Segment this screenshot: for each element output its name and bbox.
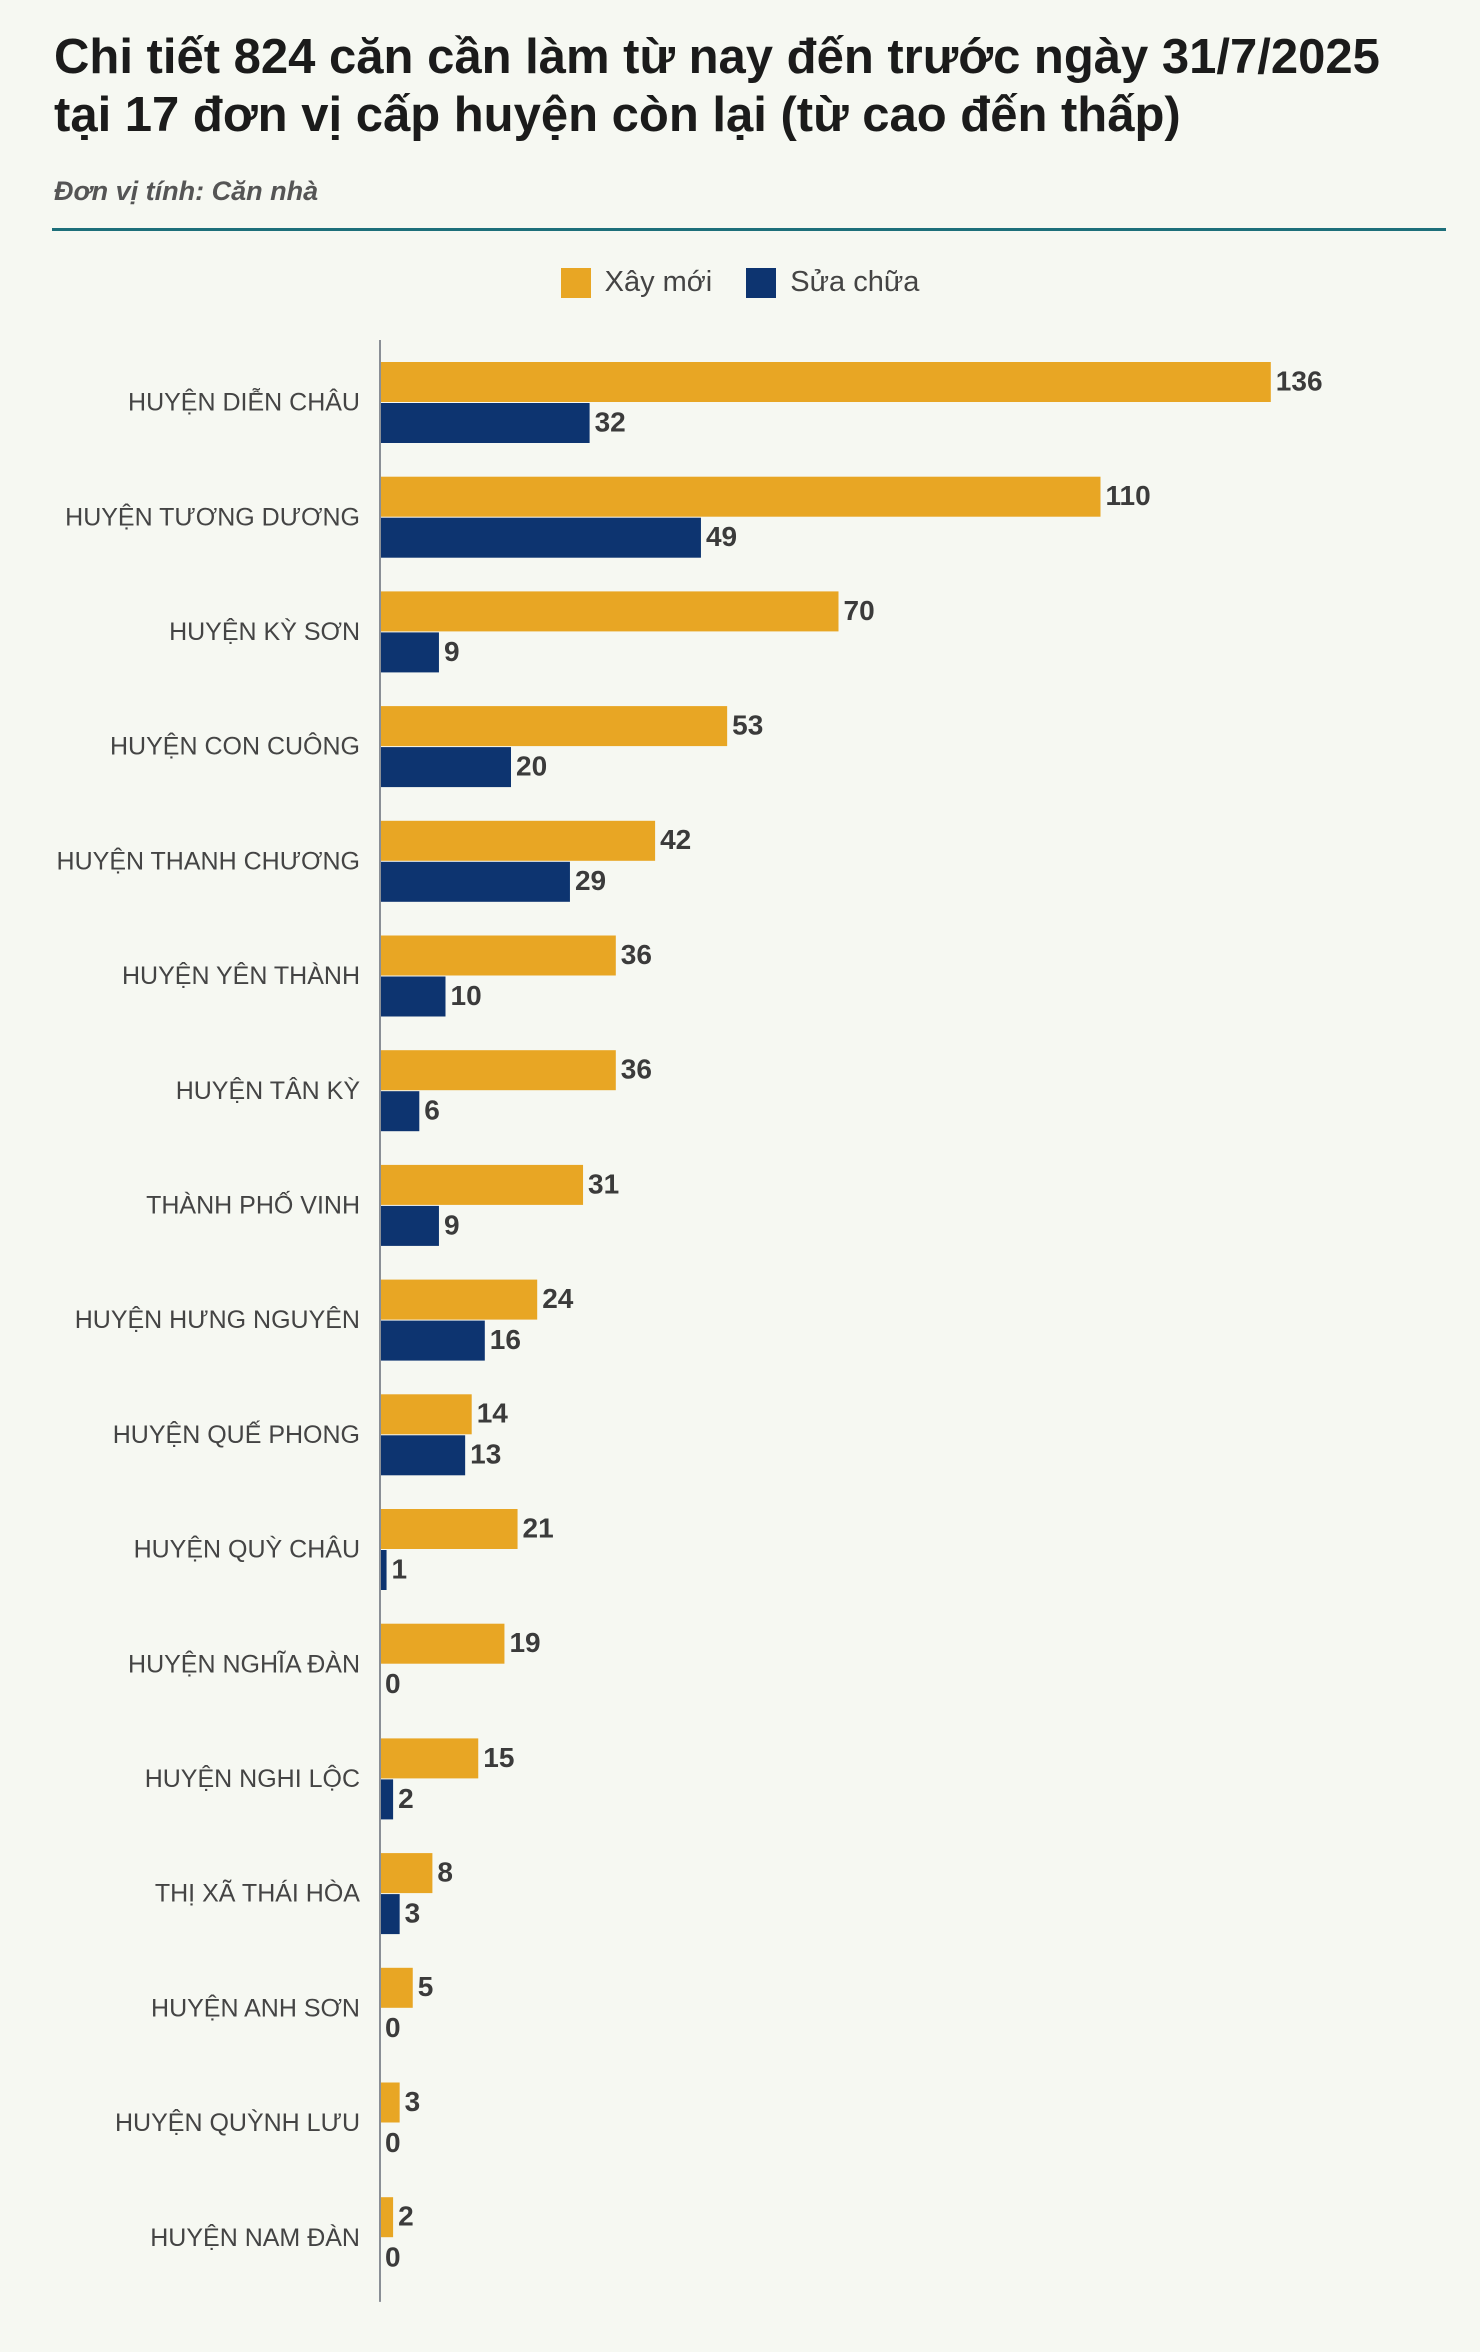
value-label-xay-moi-huyen-quy-chau: 21 <box>523 1512 554 1543</box>
category-label-huyen-tuong-duong: HUYỆN TƯƠNG DƯƠNG <box>65 502 360 531</box>
chart-title: Chi tiết 824 căn cần làm từ nay đến trướ… <box>54 30 1380 142</box>
legend-label-xay-moi: Xây mới <box>604 266 713 298</box>
value-label-xay-moi-thanh-pho-vinh: 31 <box>588 1168 619 1199</box>
value-label-xay-moi-huyen-tuong-duong: 110 <box>1106 480 1151 511</box>
category-label-huyen-tan-ky: HUYỆN TÂN KỲ <box>176 1076 361 1105</box>
value-label-xay-moi-huyen-nghia-dan: 19 <box>509 1627 540 1658</box>
value-label-sua-chua-huyen-que-phong: 13 <box>470 1439 501 1470</box>
bar-sua-chua-thanh-pho-vinh <box>380 1205 439 1246</box>
value-label-xay-moi-thi-xa-thai-hoa: 8 <box>437 1856 453 1887</box>
bar-xay-moi-huyen-nam-dan <box>380 2197 394 2238</box>
bar-xay-moi-thi-xa-thai-hoa <box>380 1853 433 1894</box>
value-label-sua-chua-huyen-tan-ky: 6 <box>424 1095 440 1126</box>
value-label-xay-moi-huyen-tan-ky: 36 <box>621 1054 652 1085</box>
bar-sua-chua-huyen-ky-son <box>380 632 439 673</box>
value-label-sua-chua-huyen-nghia-dan: 0 <box>385 1668 401 1699</box>
bar-sua-chua-huyen-tuong-duong <box>380 517 701 558</box>
chart-subtitle: Đơn vị tính: Căn nhà <box>54 176 319 206</box>
bar-xay-moi-huyen-nghia-dan <box>380 1623 505 1664</box>
value-label-sua-chua-huyen-quynh-luu: 0 <box>385 2127 401 2158</box>
legend-label-sua-chua: Sửa chữa <box>790 266 920 298</box>
value-label-sua-chua-thanh-pho-vinh: 9 <box>444 1209 460 1240</box>
bar-xay-moi-huyen-ky-son <box>380 591 839 632</box>
legend-swatch-sua-chua <box>746 267 777 298</box>
value-label-sua-chua-huyen-tuong-duong: 49 <box>706 521 737 552</box>
bar-sua-chua-huyen-con-cuong <box>380 747 511 788</box>
bar-xay-moi-huyen-con-cuong <box>380 706 728 747</box>
value-label-sua-chua-huyen-ky-son: 9 <box>444 636 460 667</box>
bar-xay-moi-huyen-thanh-chuong <box>380 820 656 861</box>
value-label-xay-moi-huyen-anh-son: 5 <box>418 1971 434 2002</box>
bar-xay-moi-huyen-quynh-luu <box>380 2082 400 2123</box>
legend-item-sua-chua: Sửa chữa <box>746 266 919 299</box>
value-label-xay-moi-huyen-quynh-luu: 3 <box>405 2086 421 2117</box>
value-label-xay-moi-huyen-dien-chau: 136 <box>1276 365 1323 396</box>
bar-xay-moi-huyen-tan-ky <box>380 1050 616 1091</box>
category-label-huyen-que-phong: HUYỆN QUẾ PHONG <box>113 1420 360 1449</box>
category-label-thi-xa-thai-hoa: THỊ XÃ THÁI HÒA <box>155 1879 360 1908</box>
bar-xay-moi-huyen-nghi-loc <box>380 1738 479 1779</box>
category-label-huyen-quy-chau: HUYỆN QUỲ CHÂU <box>134 1535 360 1564</box>
bar-sua-chua-huyen-quy-chau <box>380 1550 387 1590</box>
bar-sua-chua-huyen-dien-chau <box>380 403 590 443</box>
value-label-xay-moi-huyen-que-phong: 14 <box>477 1398 509 1429</box>
category-label-huyen-quynh-luu: HUYỆN QUỲNH LƯU <box>115 2108 360 2137</box>
value-label-sua-chua-huyen-anh-son: 0 <box>385 2012 401 2043</box>
legend-swatch-xay-moi <box>560 267 591 298</box>
value-label-sua-chua-huyen-nam-dan: 0 <box>385 2242 401 2273</box>
value-label-sua-chua-huyen-quy-chau: 1 <box>392 1553 408 1584</box>
bar-xay-moi-huyen-dien-chau <box>380 362 1271 402</box>
legend-item-xay-moi: Xây mới <box>560 266 713 299</box>
value-label-sua-chua-huyen-dien-chau: 32 <box>595 406 626 437</box>
bar-xay-moi-thanh-pho-vinh <box>380 1164 584 1205</box>
category-label-huyen-ky-son: HUYỆN KỲ SƠN <box>169 617 360 646</box>
title-divider <box>52 228 1446 231</box>
bar-sua-chua-huyen-thanh-chuong <box>380 861 570 902</box>
bar-xay-moi-huyen-tuong-duong <box>380 476 1101 517</box>
bar-xay-moi-huyen-hung-nguyen <box>380 1279 538 1320</box>
value-label-xay-moi-huyen-nam-dan: 2 <box>398 2201 414 2232</box>
value-label-xay-moi-huyen-hung-nguyen: 24 <box>542 1283 574 1314</box>
bar-xay-moi-huyen-quy-chau <box>380 1509 518 1549</box>
category-label-huyen-anh-son: HUYỆN ANH SƠN <box>151 1993 360 2022</box>
category-label-huyen-dien-chau: HUYỆN DIỄN CHÂU <box>128 387 360 417</box>
category-label-huyen-thanh-chuong: HUYỆN THANH CHƯƠNG <box>57 846 360 875</box>
value-label-sua-chua-huyen-yen-thanh: 10 <box>451 980 482 1011</box>
value-label-sua-chua-huyen-con-cuong: 20 <box>516 750 547 781</box>
category-label-thanh-pho-vinh: THÀNH PHỐ VINH <box>146 1190 360 1220</box>
value-label-xay-moi-huyen-thanh-chuong: 42 <box>660 824 691 855</box>
bar-xay-moi-huyen-yen-thanh <box>380 935 616 976</box>
category-label-huyen-con-cuong: HUYỆN CON CUÔNG <box>110 732 360 761</box>
bar-sua-chua-huyen-nghi-loc <box>380 1779 394 1820</box>
bar-xay-moi-huyen-anh-son <box>380 1967 413 2008</box>
bar-sua-chua-huyen-hung-nguyen <box>380 1320 485 1361</box>
value-label-xay-moi-huyen-nghi-loc: 15 <box>483 1742 514 1773</box>
value-label-xay-moi-huyen-yen-thanh: 36 <box>621 939 652 970</box>
value-label-xay-moi-huyen-con-cuong: 53 <box>732 709 763 740</box>
bar-xay-moi-huyen-que-phong <box>380 1394 472 1435</box>
value-label-sua-chua-huyen-nghi-loc: 2 <box>398 1783 414 1814</box>
chart-legend: Xây mới Sửa chữa <box>0 266 1480 299</box>
category-label-huyen-yen-thanh: HUYỆN YÊN THÀNH <box>122 961 360 990</box>
value-label-sua-chua-thi-xa-thai-hoa: 3 <box>405 1897 421 1928</box>
bar-sua-chua-thi-xa-thai-hoa <box>380 1894 400 1935</box>
value-label-sua-chua-huyen-hung-nguyen: 16 <box>490 1324 521 1355</box>
bar-sua-chua-huyen-tan-ky <box>380 1091 420 1132</box>
category-label-huyen-hung-nguyen: HUYỆN HƯNG NGUYÊN <box>75 1305 360 1334</box>
category-label-huyen-nam-dan: HUYỆN NAM ĐÀN <box>150 2223 360 2252</box>
bar-sua-chua-huyen-que-phong <box>380 1435 466 1476</box>
category-label-huyen-nghia-dan: HUYỆN NGHĨA ĐÀN <box>128 1649 360 1678</box>
category-label-huyen-nghi-loc: HUYỆN NGHI LỘC <box>145 1764 360 1793</box>
value-label-xay-moi-huyen-ky-son: 70 <box>844 595 875 626</box>
bar-sua-chua-huyen-yen-thanh <box>380 976 446 1017</box>
value-label-sua-chua-huyen-thanh-chuong: 29 <box>575 865 606 896</box>
